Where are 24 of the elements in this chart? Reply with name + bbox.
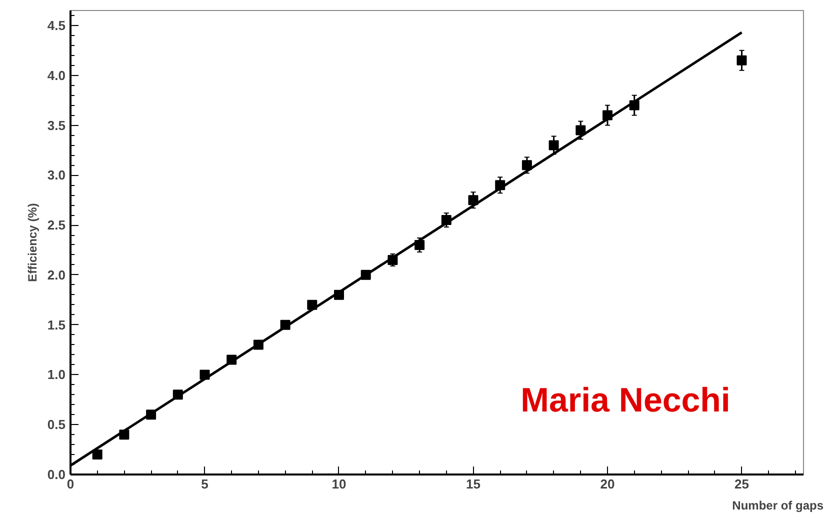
point bbox=[736, 55, 747, 66]
x-axis-title: Number of gaps bbox=[732, 498, 824, 512]
point bbox=[576, 125, 586, 136]
y-tick-label: 3.5 bbox=[47, 118, 66, 133]
x-tick-label: 25 bbox=[734, 476, 749, 492]
y-tick-label: 1.0 bbox=[47, 367, 66, 382]
y-tick-label: 3.0 bbox=[47, 168, 66, 183]
y-axis-title: Efficiency (%) bbox=[25, 203, 40, 282]
annotation: Maria Necchi bbox=[520, 382, 730, 420]
x-tick-label: 15 bbox=[466, 476, 480, 492]
x-tick-label: 10 bbox=[332, 476, 346, 492]
y-tick-label: 0.5 bbox=[47, 417, 66, 432]
y-tick-label: 4.5 bbox=[47, 18, 66, 33]
x-tick-label: 0 bbox=[66, 476, 74, 492]
point bbox=[548, 140, 559, 150]
y-tick-label: 4.0 bbox=[47, 68, 66, 83]
point bbox=[522, 160, 532, 170]
y-tick-label: 1.5 bbox=[47, 317, 66, 332]
y-tick-label: 2.0 bbox=[47, 267, 66, 282]
x-tick-label: 20 bbox=[600, 476, 615, 492]
point bbox=[92, 450, 102, 460]
x-tick-label: 5 bbox=[201, 476, 208, 492]
y-tick-label: 0.0 bbox=[47, 467, 66, 482]
y-tick-label: 2.5 bbox=[47, 218, 66, 233]
